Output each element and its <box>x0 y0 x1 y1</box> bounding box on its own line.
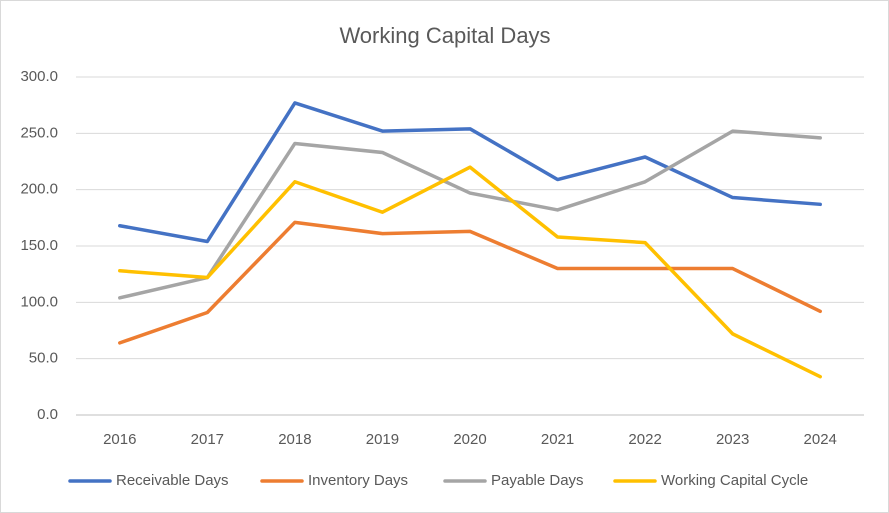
y-tick-label: 100.0 <box>20 293 58 310</box>
line-series <box>118 220 822 345</box>
legend-label: Receivable Days <box>116 472 229 489</box>
x-tick-label: 2016 <box>103 431 136 448</box>
x-tick-label: 2017 <box>191 431 224 448</box>
chart-title: Working Capital Days <box>339 23 550 48</box>
y-tick-label: 200.0 <box>20 181 58 198</box>
x-tick-label: 2020 <box>453 431 486 448</box>
y-tick-label: 250.0 <box>20 124 58 141</box>
y-tick-label: 0.0 <box>37 406 58 423</box>
legend-label: Working Capital Cycle <box>661 472 808 489</box>
y-tick-label: 50.0 <box>29 350 58 367</box>
x-tick-label: 2019 <box>366 431 399 448</box>
x-tick-label: 2024 <box>804 431 837 448</box>
x-tick-label: 2018 <box>278 431 311 448</box>
y-tick-label: 150.0 <box>20 237 58 254</box>
y-tick-label: 300.0 <box>20 68 58 85</box>
legend-label: Inventory Days <box>308 472 408 489</box>
line-series <box>118 101 822 244</box>
x-tick-label: 2022 <box>628 431 661 448</box>
x-tick-label: 2021 <box>541 431 574 448</box>
line-series <box>118 129 822 300</box>
legend-label: Payable Days <box>491 472 584 489</box>
x-tick-label: 2023 <box>716 431 749 448</box>
line-series <box>118 165 822 379</box>
